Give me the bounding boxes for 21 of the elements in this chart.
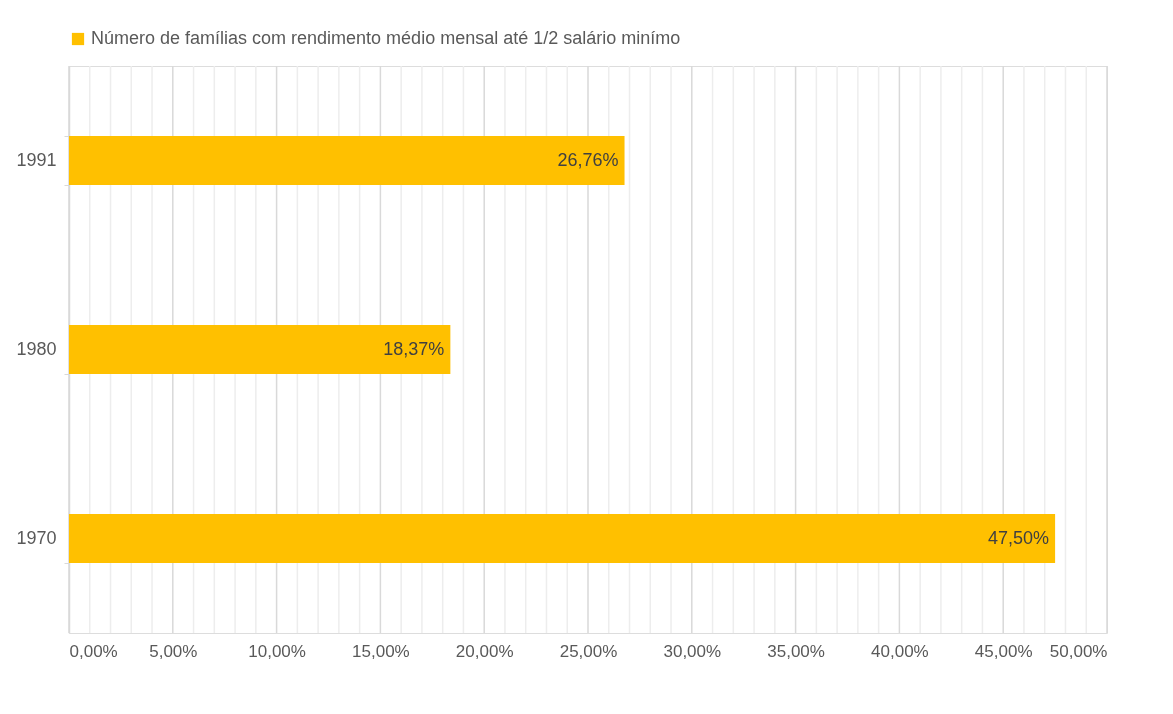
x-tick-label: 15,00% (352, 641, 410, 661)
x-tick-label: 45,00% (974, 641, 1033, 661)
bar (69, 324, 451, 375)
x-tick-label: 10,00% (248, 641, 306, 661)
data-label: 47,50% (988, 527, 1050, 548)
data-label: 26,76% (557, 149, 619, 170)
y-tick-label: 1991 (16, 150, 57, 170)
x-tick-label: 5,00% (149, 641, 198, 661)
x-tick-label: 20,00% (455, 641, 514, 661)
y-tick-label: 1970 (16, 528, 57, 548)
x-tick-label: 40,00% (871, 641, 929, 661)
x-tick-label: 25,00% (559, 641, 618, 661)
bar (69, 135, 625, 186)
x-tick-label: 35,00% (767, 641, 825, 661)
legend-label: Número de famílias com rendimento médio mensal até 1/2 salário minímo (91, 28, 681, 48)
bar (69, 513, 1056, 564)
x-tick-label: 30,00% (663, 641, 722, 661)
x-tick-label: 0,00% (69, 641, 118, 661)
data-label: 18,37% (383, 338, 445, 359)
x-tick-label: 50,00% (1049, 641, 1108, 661)
y-tick-label: 1980 (16, 339, 57, 359)
